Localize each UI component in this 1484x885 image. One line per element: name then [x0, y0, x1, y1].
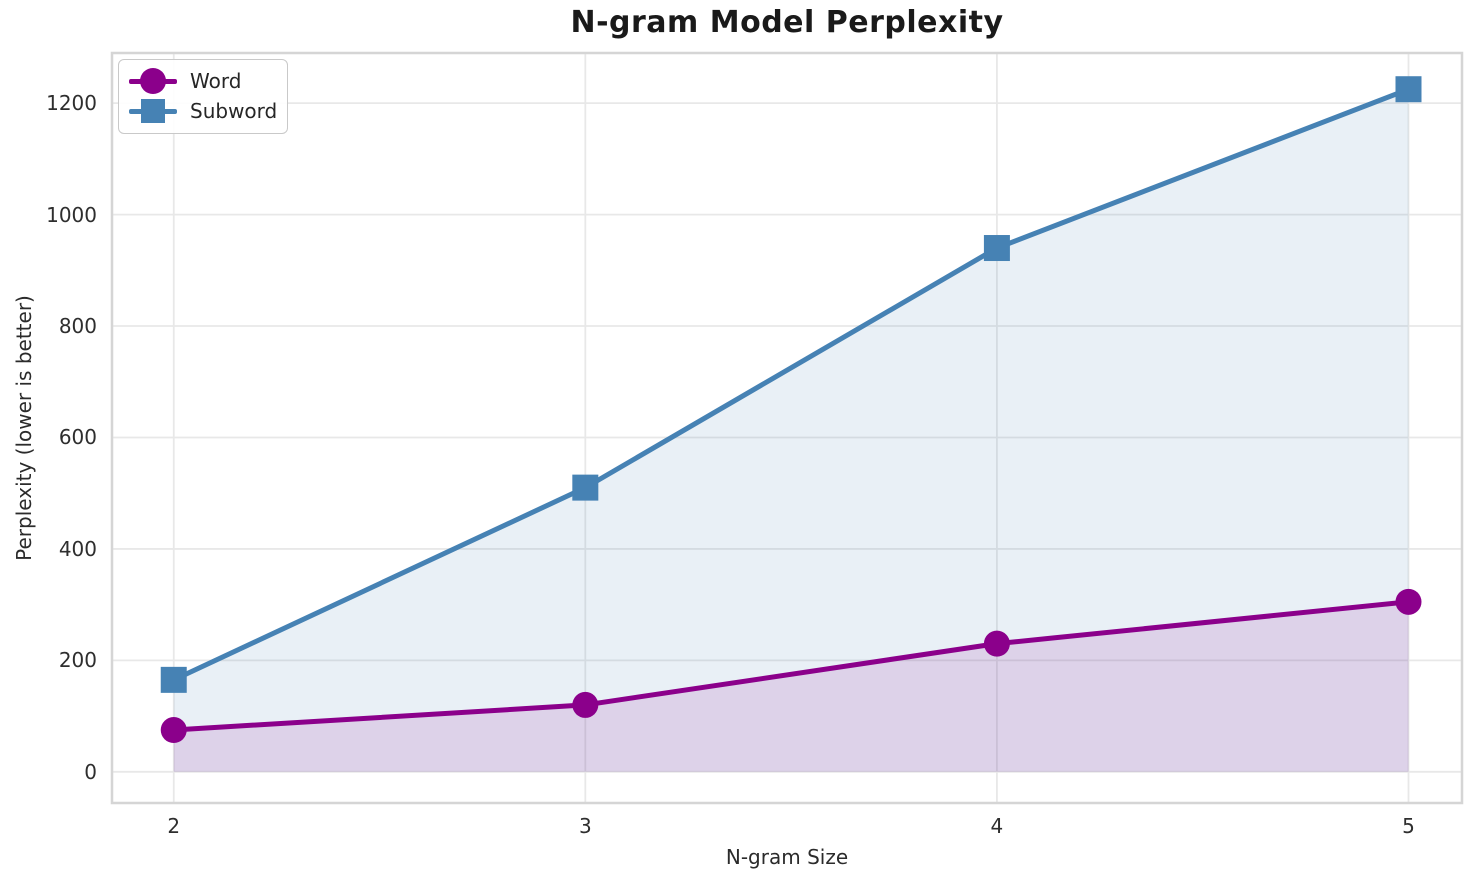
subword-line [171, 86, 1411, 683]
subword-area [173, 89, 1409, 772]
x-tick-label: 5 [1402, 814, 1415, 838]
word-marker [983, 630, 1010, 657]
legend-item-word: Word [119, 66, 287, 96]
word-marker [1395, 588, 1422, 615]
y-tick-label: 400 [58, 536, 97, 561]
subword-marker [572, 474, 599, 501]
word-marker [572, 691, 599, 718]
x-tick-label: 3 [578, 814, 592, 838]
y-tick-label: 800 [58, 314, 97, 339]
legend-label-subword: Subword [190, 99, 278, 123]
subword-square-marker-icon [129, 97, 177, 125]
legend: Word Subword [118, 59, 288, 134]
x-tick-label: 4 [990, 814, 1004, 838]
word-circle-marker-icon [129, 67, 177, 95]
subword-marker [983, 235, 1010, 262]
y-tick-label: 200 [58, 648, 97, 673]
subword-marker [1395, 76, 1422, 103]
x-tick-label: 2 [167, 814, 181, 838]
y-tick-label: 600 [58, 425, 97, 450]
x-axis-label: N-gram Size [725, 845, 849, 869]
word-line [171, 599, 1411, 733]
chart-title: N-gram Model Perplexity [570, 5, 1004, 40]
word-marker [160, 717, 187, 744]
y-tick-label: 1200 [46, 91, 97, 116]
y-axis-label: Perplexity (lower is better) [12, 295, 36, 561]
y-tick-label: 0 [84, 759, 97, 784]
legend-item-subword: Subword [119, 96, 287, 126]
word-area [173, 601, 1409, 772]
y-tick-label: 1000 [46, 202, 97, 227]
axes-border [110, 51, 1464, 805]
legend-label-word: Word [190, 69, 242, 93]
subword-marker [160, 666, 187, 693]
